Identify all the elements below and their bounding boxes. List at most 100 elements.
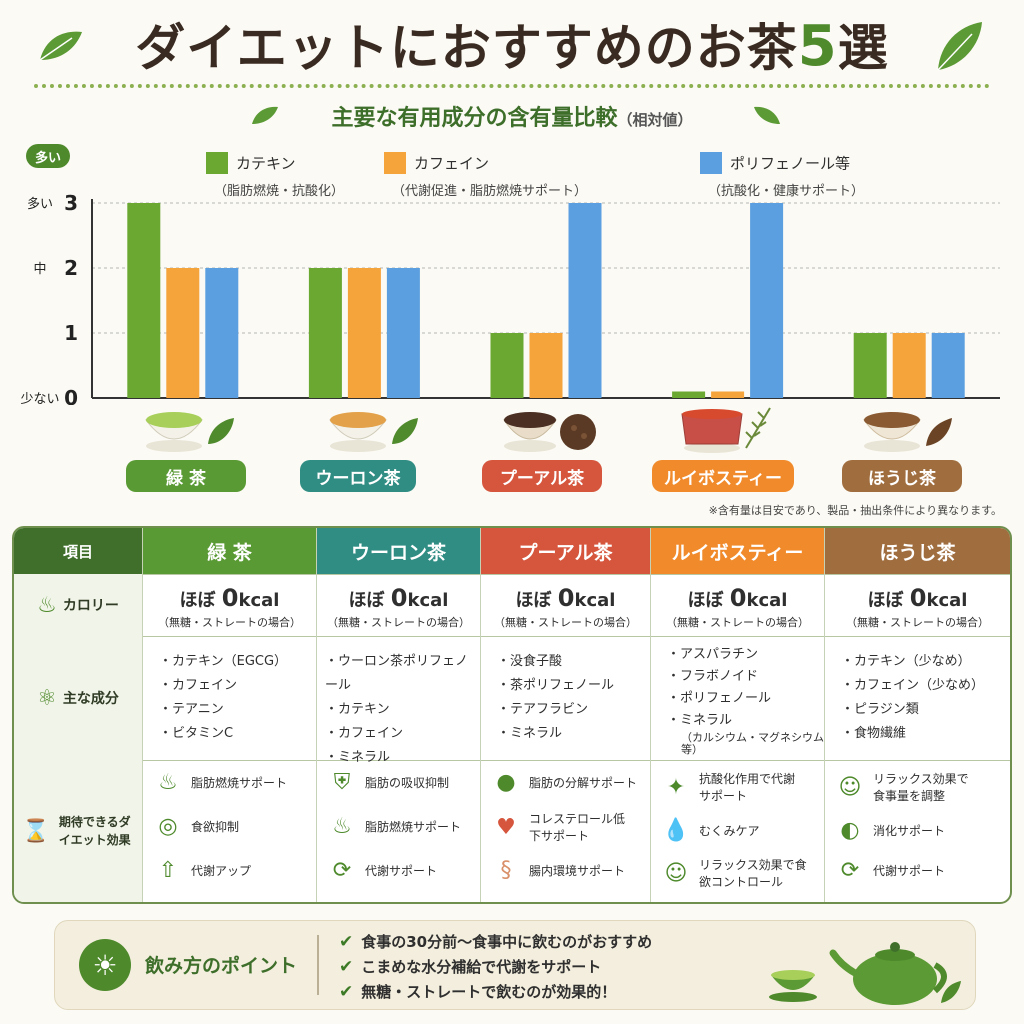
bar [127,203,161,398]
table-header-row: 項目 緑 茶 ウーロン茶 プーアル茶 ルイボスティー ほうじ茶 [14,528,1010,575]
tea-label-green-tea: 緑 茶 [126,460,246,492]
divider [34,84,990,88]
ingredients-cell: ・カテキン（EGCG） ・カフェイン ・テアニン ・ビタミンC [142,636,316,760]
tea-label-puer: プーアル茶 [482,460,602,492]
intestine-icon: § [500,858,512,883]
oolong-tea-cup-icon [329,412,418,452]
tip-item: ✔ こまめな水分補給で代謝をサポート [339,957,602,977]
waist-icon: ⌛ [22,818,50,844]
header-green-tea: 緑 茶 [142,528,316,574]
flame-icon: ♨ [332,814,352,839]
header-rooibos: ルイボスティー [650,528,824,574]
stomach-icon: ◐ [840,818,860,843]
cycle-icon: ⟳ [840,858,860,883]
effects-cell: ✦ 抗酸化作用で代謝サポート 💧 むくみケア ☺ リラックス効果で食欲コントロール [650,760,824,902]
ingredients-cell: ・ウーロン茶ポリフェノール ・カテキン ・カフェイン ・ミネラル [316,636,480,765]
header-houjicha: ほうじ茶 [824,528,1010,574]
puer-tea-cup-icon [503,412,596,452]
footnote: ※含有量は目安であり、製品・抽出条件により異なります。 [708,504,1002,517]
effects-cell: ⛨ 脂肪の吸収抑制 ♨ 脂肪燃焼サポート ⟳ 代謝サポート [316,760,480,902]
bar [490,333,524,398]
leaf-icon [937,22,982,71]
y-tick-label: 2 [64,256,78,280]
y-axis-word: 多い [27,196,53,212]
plate-icon: ◎ [158,814,178,839]
legend-item-catechin: カテキン （脂肪燃焼・抗酸化） [206,152,344,199]
ingredients-cell: ・没食子酸 ・茶ポリフェノール ・テアフラビン ・ミネラル [480,636,650,760]
bar [853,333,887,398]
check-icon: ✔ [339,957,354,977]
smile-icon: ☺ [664,860,688,886]
bar [711,391,745,398]
ingredients-cell: ・カテキン（少なめ） ・カフェイン（少なめ） ・ピラジン類 ・食物繊維 [824,636,1010,760]
chart-title: 主要な有用成分の含有量比較（相対値） [331,106,693,131]
calorie-cell: ほぼ 0kcal （無糖・ストレートの場合） [316,574,480,636]
water-drop-icon: 💧 [662,818,690,843]
y-tick-label: 0 [64,386,78,405]
page-title: ダイエットにおすすめのお茶5選 [135,14,889,79]
molecule-icon: ⚛ [37,685,57,711]
divider [317,935,319,995]
leaf-icon [754,106,780,124]
calorie-cell: ほぼ 0kcal （無糖・ストレートの場合） [650,574,824,636]
lightbulb-icon: ☀ [79,939,131,991]
legend-item-polyphenol: ポリフェノール等 （抗酸化・健康サポート） [700,152,864,199]
tip-item: ✔ 食事の30分前〜食事中に飲むのがおすすめ [339,932,653,952]
y-axis-word: 少ない [20,392,59,405]
effects-cell: ♨ 脂肪燃焼サポート ◎ 食欲抑制 ⇧ 代謝アップ [142,760,316,902]
table-row: ⚛ 主な成分 ・カテキン（EGCG） ・カフェイン ・テアニン ・ビタミンC ・ウーロン… [14,636,1010,765]
check-icon: ✔ [339,982,354,1002]
effects-cell: ☺ リラックス効果で食事量を調整 ◐ 消化サポート ⟳ 代謝サポート [824,760,1010,902]
bar [931,333,965,398]
table-row: ♨ カロリー ほぼ 0kcal （無糖・ストレートの場合） ほぼ 0kcal （無糖・… [14,574,1010,637]
y-tick-label: 1 [64,321,78,345]
comparison-table: 項目 緑 茶 ウーロン茶 プーアル茶 ルイボスティー ほうじ茶 ♨ カロリー ほぼ… [12,526,1012,904]
flame-icon: ♨ [37,592,57,618]
leaf-icon [39,31,82,61]
bar [568,203,602,398]
bar [892,333,926,398]
check-icon: ✔ [339,932,354,952]
legend-swatch [206,152,228,174]
y-tick-label: 3 [64,191,78,215]
flame-icon: ♨ [158,770,178,795]
tips-title: 飲み方のポイント [145,955,298,977]
heart-icon: ♥ [496,814,516,840]
bar [529,333,563,398]
header-item: 項目 [14,528,142,574]
shield-icon: ⛨ [333,770,351,795]
row-label-calorie: ♨ カロリー [14,574,142,636]
rooibos-tea-cup-icon [681,407,771,453]
legend-item-caffeine: カフェイン （代謝促進・脂肪燃焼サポート） [384,152,587,199]
header-oolong: ウーロン茶 [316,528,480,574]
bar [672,391,706,398]
bar [347,268,381,398]
effects-cell: ● 脂肪の分解サポート ♥ コレステロール低下サポート § 腸内環境サポート [480,760,650,902]
row-label-ingredients: ⚛ 主な成分 [14,636,142,760]
leaf-icon [252,106,278,124]
sparkle-icon: ✦ [666,774,686,800]
teapot-icon [769,942,961,1005]
table-row: ⌛ 期待できるダイエット効果 ♨ 脂肪燃焼サポート ◎ 食欲抑制 ⇧ 代謝アップ ⛨ 脂肪… [14,760,1010,902]
tips-panel: ☀ 飲み方のポイント ✔ 食事の30分前〜食事中に飲むのがおすすめ ✔ こまめな水分… [54,920,976,1010]
tea-label-rooibos: ルイボスティー [652,460,794,492]
drop-icon: ● [496,770,516,795]
arrow-up-icon: ⇧ [158,858,178,883]
ingredients-cell: ・アスパラチン ・フラボノイド ・ポリフェノール ・ミネラル （カルシウム・マグネシウム… [650,636,824,760]
bar [308,268,342,398]
y-axis-badge: 多い [26,144,70,168]
header-puer: プーアル茶 [480,528,650,574]
tea-label-houjicha: ほうじ茶 [842,460,962,492]
bar [205,268,239,398]
calorie-cell: ほぼ 0kcal （無糖・ストレートの場合） [142,574,316,636]
green-tea-cup-icon [145,412,234,452]
houjicha-tea-cup-icon [863,412,952,452]
bar [166,268,200,398]
smile-icon: ☺ [838,774,862,800]
legend-swatch [700,152,722,174]
bar [750,203,784,398]
tip-item: ✔ 無糖・ストレートで飲むのが効果的！ [339,982,617,1002]
calorie-cell: ほぼ 0kcal （無糖・ストレートの場合） [480,574,650,636]
calorie-cell: ほぼ 0kcal （無糖・ストレートの場合） [824,574,1010,636]
